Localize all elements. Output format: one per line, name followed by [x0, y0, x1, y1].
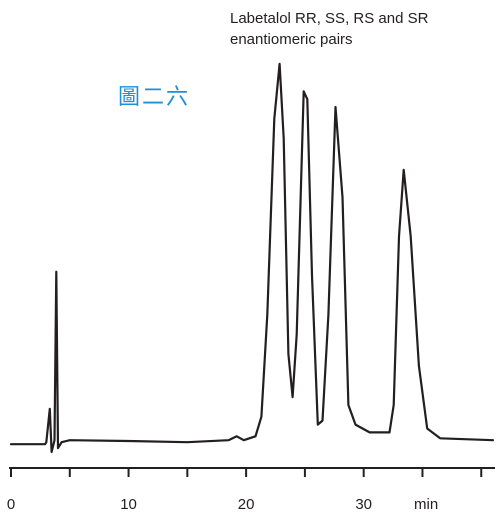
x-tick-label-30: 30: [355, 496, 372, 513]
peak-annotation-line-2: enantiomeric pairs: [230, 31, 353, 48]
chromatogram-trace: [9, 62, 495, 454]
figure-label: 圖二六: [118, 85, 190, 110]
x-axis-ticks: 0 10 20 30: [7, 468, 483, 513]
peak-annotation-line-1: Labetalol RR, SS, RS and SR: [230, 10, 429, 27]
x-tick-label-10: 10: [120, 496, 137, 513]
x-axis-label: min: [414, 496, 438, 513]
x-tick-label-0: 0: [7, 496, 15, 513]
x-tick-label-20: 20: [238, 496, 255, 513]
